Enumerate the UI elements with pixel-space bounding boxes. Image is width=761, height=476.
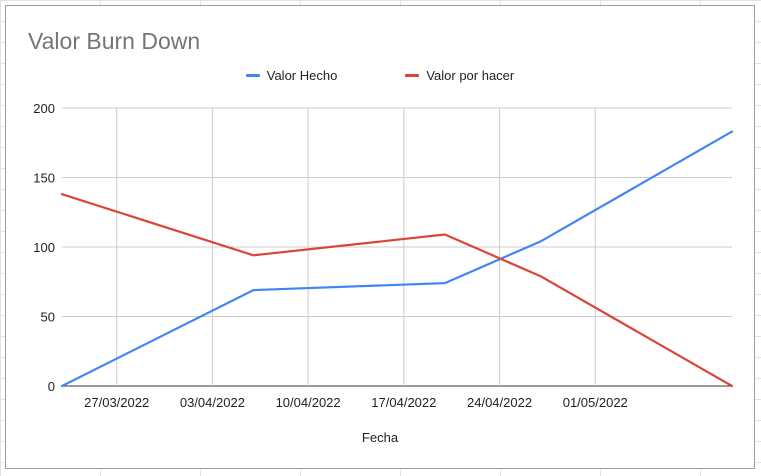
x-tick-label: 27/03/2022 [84, 395, 149, 410]
x-tick-label: 01/05/2022 [563, 395, 628, 410]
legend-label-valor-por-hacer: Valor por hacer [426, 68, 515, 83]
y-tick-label: 0 [48, 379, 55, 394]
x-axis-label: Fecha [361, 430, 399, 445]
legend-swatch-valor-hecho [245, 74, 260, 77]
y-tick-label: 150 [33, 171, 55, 186]
y-tick-label: 50 [41, 310, 55, 325]
x-tick-label: 24/04/2022 [467, 395, 532, 410]
legend-item-valor-por-hacer: Valor por hacer [359, 68, 514, 83]
series-line-valor-por-hacer [60, 193, 734, 388]
chart-legend: Valor Hecho Valor por hacer [6, 68, 754, 83]
series-line-valor-hecho [60, 130, 734, 388]
chart-title: Valor Burn Down [28, 28, 201, 54]
x-tick-label: 03/04/2022 [180, 395, 245, 410]
legend-swatch-valor-por-hacer [405, 74, 420, 77]
x-tick-label: 17/04/2022 [371, 395, 436, 410]
legend-item-valor-hecho: Valor Hecho [245, 68, 338, 83]
y-tick-label: 200 [33, 101, 55, 116]
y-tick-label: 100 [33, 240, 55, 255]
x-tick-label: 10/04/2022 [276, 395, 341, 410]
legend-label-valor-hecho: Valor Hecho [266, 68, 338, 83]
chart-container[interactable]: Valor Burn Down Valor Hecho Valor por ha… [5, 5, 755, 469]
plot-area: 0 50 100 150 200 27/03/2022 03/04/2022 10/04/20… [33, 101, 734, 410]
